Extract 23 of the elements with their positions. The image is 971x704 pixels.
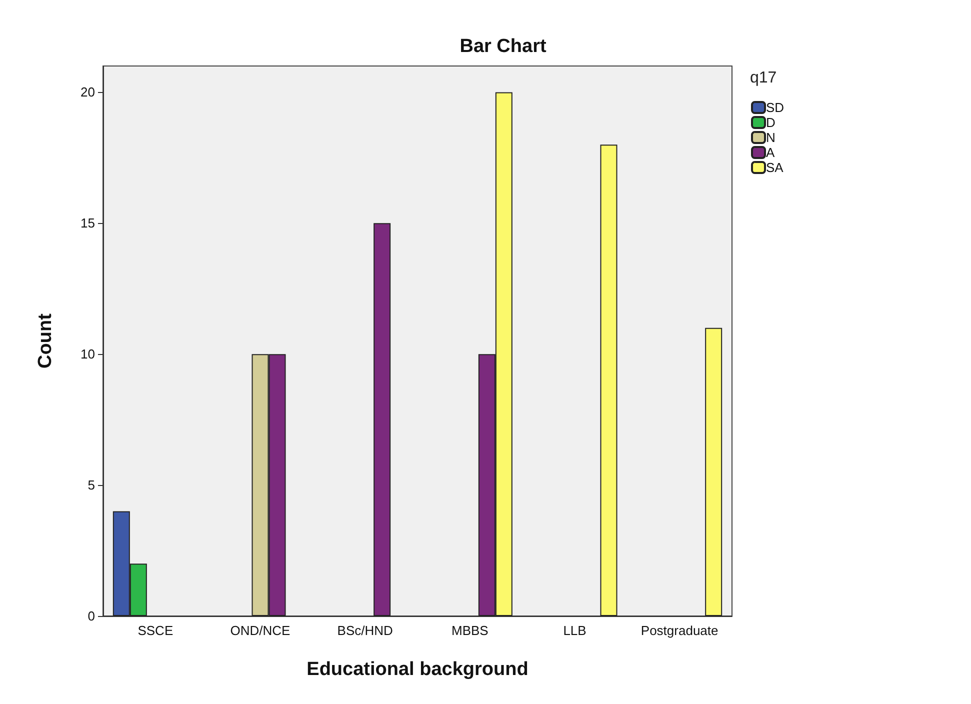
legend-label: A (766, 145, 775, 160)
legend-title: q17 (750, 70, 777, 86)
x-tick-label: LLB (563, 623, 586, 638)
x-tick-label: Postgraduate (640, 623, 718, 638)
legend-label: SD (766, 100, 784, 115)
legend-label: SA (766, 160, 784, 175)
x-tick-label: BSc/HND (337, 623, 393, 638)
y-tick-label: 10 (80, 346, 95, 362)
y-tick-label: 15 (80, 216, 95, 231)
x-tick-label: OND/NCE (230, 623, 291, 638)
bar (374, 223, 391, 616)
y-tick-label: 0 (88, 608, 95, 624)
x-tick-label: SSCE (138, 623, 174, 638)
bar (600, 144, 618, 616)
chart-title: Bar Chart (460, 36, 547, 57)
legend-label: D (766, 115, 776, 130)
x-axis-title: Educational background (306, 659, 528, 680)
x-tick-label: MBBS (451, 623, 489, 638)
y-tick-label: 20 (80, 84, 95, 100)
y-axis-title: Count (35, 312, 56, 368)
legend-label: N (766, 130, 776, 145)
y-tick-label: 5 (88, 478, 95, 493)
bar (705, 328, 722, 616)
